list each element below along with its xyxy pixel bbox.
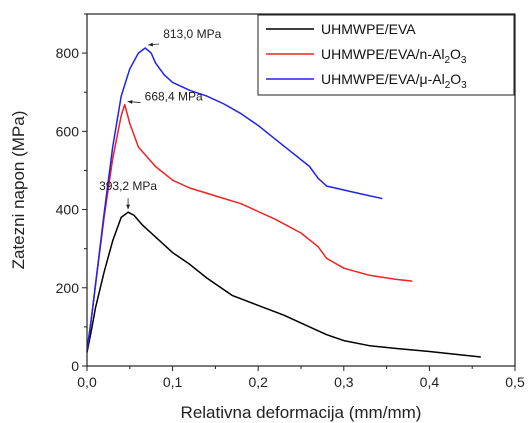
series-line-1 <box>86 211 481 358</box>
annotation-layer: 813,0 MPa 668,4 MPa 393,2 MPa <box>99 27 222 210</box>
axes-layer: 0,0 0,1 0,2 0,3 0,4 0,5 0 200 400 600 800 <box>56 13 525 390</box>
series-line-3 <box>86 47 383 351</box>
annotation-label: 813,0 MPa <box>163 27 221 41</box>
y-tick-label: 800 <box>56 45 80 61</box>
x-tick-label: 0,3 <box>334 374 354 390</box>
x-tick-label: 0,5 <box>505 374 525 390</box>
annotation-label: 668,4 MPa <box>145 90 203 104</box>
legend-label-3: UHMWPE/EVA/μ-Al2O3 <box>321 71 467 91</box>
y-axis-label: Zatezni napon (MPa) <box>9 111 28 270</box>
y-tick-label: 600 <box>56 123 80 139</box>
legend-label-2: UHMWPE/EVA/n-Al2O3 <box>321 46 467 66</box>
x-tick-label: 0,1 <box>163 374 183 390</box>
x-tick-label: 0,4 <box>420 374 440 390</box>
annotation-label: 393,2 MPa <box>99 179 157 193</box>
x-axis-label: Relativna deformacija (mm/mm) <box>181 403 422 422</box>
legend: UHMWPE/EVA UHMWPE/EVA/n-Al2O3 UHMWPE/EVA/μ… <box>257 14 515 96</box>
y-tick-label: 400 <box>56 202 80 218</box>
legend-label-1: UHMWPE/EVA <box>321 21 416 37</box>
x-tick-label: 0,0 <box>77 374 97 390</box>
y-tick-label: 0 <box>71 358 79 374</box>
annotation-arrowhead <box>126 204 131 210</box>
annotation-arrowhead <box>148 42 153 47</box>
annotation-arrowhead <box>127 99 133 104</box>
series-layer <box>86 47 481 358</box>
y-tick-label: 200 <box>56 280 80 296</box>
x-tick-label: 0,2 <box>248 374 268 390</box>
series-line-2 <box>86 103 413 351</box>
